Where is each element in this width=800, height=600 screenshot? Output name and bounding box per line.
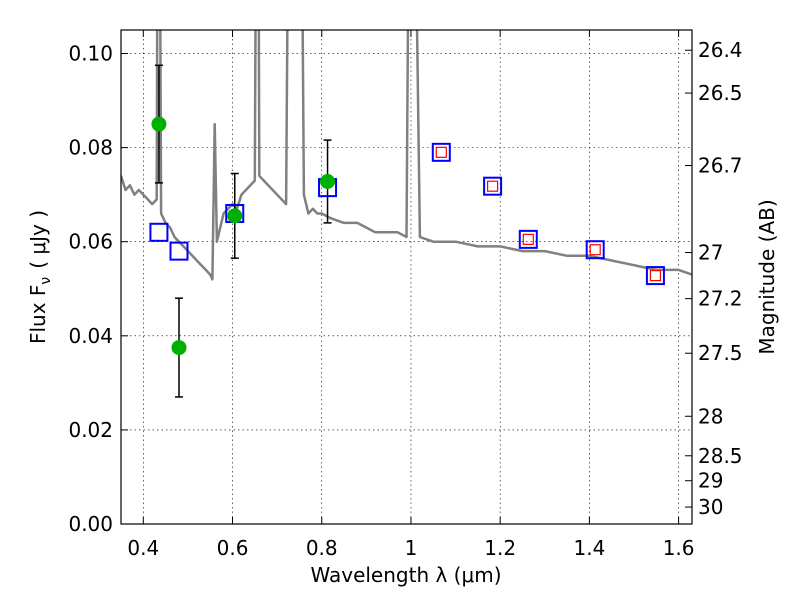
x-tick-label: 0.6 — [217, 536, 249, 560]
y2-tick-label: 26.7 — [698, 153, 743, 177]
x-tick-label: 1.6 — [663, 536, 695, 560]
y2-tick-label: 26.4 — [698, 38, 743, 62]
red-square-point — [649, 269, 662, 282]
y-tick-label: 0.02 — [68, 418, 113, 442]
y-tick-label: 0.08 — [68, 136, 113, 160]
x-tick-label: 0.8 — [306, 536, 338, 560]
y2-tick-label: 28.5 — [698, 444, 743, 468]
y-tick-label: 0.10 — [68, 42, 113, 66]
green-point — [151, 116, 167, 132]
blue-square-point — [431, 142, 451, 162]
blue-square-point — [149, 222, 169, 242]
y-axis-label: Flux Fν ( μJy ) — [26, 210, 54, 344]
plot-data — [121, 30, 692, 398]
model-spectrum-line — [121, 30, 692, 281]
blue-square-point — [483, 176, 503, 196]
y-tick-label: 0.04 — [68, 324, 113, 348]
y-tick-label: 0.00 — [68, 512, 113, 536]
y2-axis-label: Magnitude (AB) — [755, 199, 779, 354]
x-tick-label: 1.4 — [573, 536, 605, 560]
y2-tick-label: 27.5 — [698, 341, 743, 365]
y2-tick-label: 29 — [698, 469, 723, 493]
y2-tick-label: 27.2 — [698, 287, 743, 311]
axis-ticks: 0.4 0.6 0.8 1 1.2 1.4 1.6 0.00 0.02 0.04 0.06 0.08 0… — [68, 30, 743, 560]
red-square-point — [435, 146, 447, 158]
red-square-point — [589, 244, 601, 256]
x-tick-label: 0.4 — [127, 536, 159, 560]
y2-tick-label: 30 — [698, 495, 723, 519]
red-square-point — [522, 233, 534, 245]
blue-square-point — [645, 266, 665, 286]
green-point — [227, 208, 243, 224]
x-axis-label: Wavelength λ (μm) — [310, 563, 501, 587]
x-tick-label: 1 — [405, 536, 418, 560]
y-axis-label-text: Flux F — [26, 285, 50, 344]
y2-tick-label: 27 — [698, 241, 723, 265]
red-square-point — [486, 180, 499, 192]
y-axis-label-subscript: ν — [38, 277, 54, 285]
y2-tick-label: 26.5 — [698, 81, 743, 105]
plot-frame — [120, 29, 693, 525]
blue-square-point — [518, 229, 538, 249]
x-tick-label: 1.2 — [484, 536, 516, 560]
blue-square-point — [585, 240, 605, 260]
green-point — [320, 173, 336, 189]
y-axis-label-unit: ( μJy ) — [26, 210, 50, 269]
y2-tick-label: 28 — [698, 404, 723, 428]
green-point — [171, 340, 187, 356]
blue-square-point — [169, 241, 189, 261]
y-tick-label: 0.06 — [68, 230, 113, 254]
